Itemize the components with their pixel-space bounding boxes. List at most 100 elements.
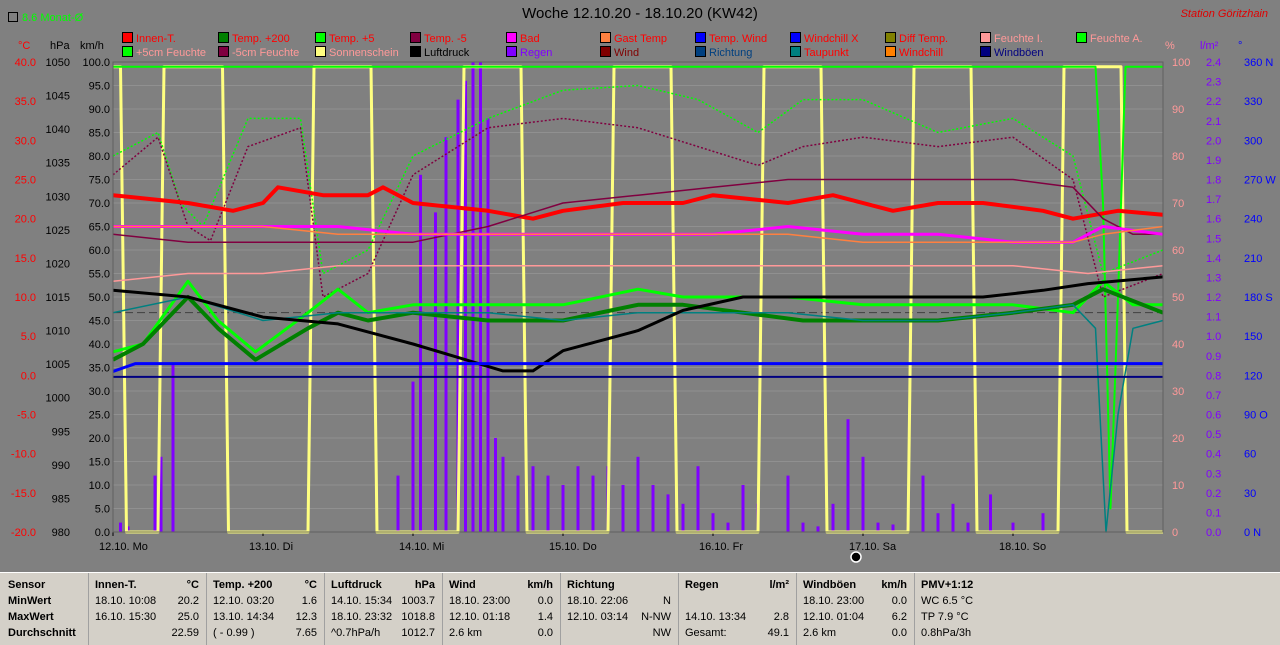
cell-label: 14.10. 13:34 — [685, 611, 747, 623]
temp-axis-unit: °C — [18, 40, 31, 52]
rain-bar — [576, 466, 580, 532]
cell-label: 12.10. 01:18 — [449, 611, 511, 623]
cell-label: 16.10. 15:30 — [95, 611, 157, 623]
legend-label: Diff Temp. — [899, 33, 949, 45]
series-line — [112, 362, 1163, 373]
series-line — [112, 185, 1164, 221]
hpa-tick-label: 1050 — [46, 57, 70, 69]
cell-label: 2.6 km — [449, 627, 483, 639]
legend-swatch — [790, 32, 801, 43]
legend-label: Bad — [520, 33, 540, 45]
row-label: MaxWert — [8, 611, 54, 623]
lm2-tick-label: 0.4 — [1206, 449, 1221, 461]
column-unit: °C — [186, 579, 199, 591]
cell-label: 13.10. 14:34 — [213, 611, 275, 623]
column-unit: °C — [304, 579, 317, 591]
cell-label: 12.10. 01:04 — [803, 611, 865, 623]
cell-value: 0.0 — [537, 595, 553, 607]
table-column: Richtung 18.10. 22:06 N 12.10. 03:14 N-NW NW — [560, 573, 677, 645]
column-unit: km/h — [527, 579, 553, 591]
temp-tick-label: 25.0 — [15, 175, 36, 187]
dir-tick-label: 150 — [1244, 331, 1262, 343]
temp-tick-label: 0.0 — [21, 370, 36, 382]
cell-value: 6.2 — [891, 611, 907, 623]
kmh-tick-label: 30.0 — [89, 386, 110, 398]
rain-bar — [486, 118, 490, 533]
cell-value: N-NW — [641, 611, 671, 623]
cell-label: 12.10. 03:14 — [567, 611, 629, 623]
lm2-tick-label: 2.3 — [1206, 77, 1221, 89]
plot-frame — [112, 61, 1164, 533]
x-tick-label: 15.10. Do — [549, 541, 597, 553]
kmh-tick-label: 10.0 — [89, 480, 110, 492]
rain-bar — [696, 466, 700, 532]
dir-tick-label: 60 — [1244, 449, 1256, 461]
row-label: Durchschnitt — [8, 627, 76, 639]
rain-bar — [464, 80, 467, 533]
lm2-tick-label: 1.1 — [1206, 312, 1221, 324]
rain-bar — [891, 524, 895, 532]
pct-tick-label: 50 — [1172, 292, 1184, 304]
legend-swatch — [600, 46, 611, 57]
rain-bar — [951, 503, 955, 532]
hpa-tick-label: 1020 — [46, 258, 70, 270]
pct-tick-label: 60 — [1172, 245, 1184, 257]
legend-label: Wind — [614, 47, 640, 59]
temp-tick-label: 35.0 — [15, 96, 36, 108]
cell-value: 0.0 — [537, 627, 553, 639]
rain-bar — [936, 513, 940, 532]
cell-value: 1.6 — [301, 595, 317, 607]
series-line — [113, 65, 1163, 510]
rain-bar — [711, 513, 715, 532]
kmh-tick-label: 75.0 — [89, 175, 110, 187]
lm2-tick-label: 2.4 — [1206, 57, 1221, 69]
hpa-tick-label: 1040 — [46, 124, 70, 136]
legend-item: Feuchte I. — [980, 32, 1043, 45]
table-column: Regen l/m² 14.10. 13:34 2.8 Gesamt: 49.1 — [678, 573, 795, 645]
row-label: MinWert — [8, 595, 52, 607]
cell-label: TP 7.9 °C — [921, 611, 969, 623]
lm2-tick-label: 1.6 — [1206, 214, 1221, 226]
rain-bar — [966, 522, 970, 532]
dir-tick-label: 180 S — [1244, 292, 1273, 304]
series-line — [112, 178, 1163, 243]
record-marker — [850, 551, 862, 563]
legend-item: Gast Temp — [600, 32, 667, 45]
rain-bar — [159, 456, 163, 532]
hpa-tick-label: 1000 — [46, 393, 70, 405]
legend-item: Windchill X — [790, 32, 858, 45]
column-title: Regen — [685, 579, 719, 591]
dir-tick-label: 300 — [1244, 135, 1262, 147]
kmh-tick-label: 45.0 — [89, 316, 110, 328]
kmh-tick-label: 95.0 — [89, 81, 110, 93]
temp-tick-label: -5.0 — [17, 410, 36, 422]
cell-label: WC 6.5 °C — [921, 595, 974, 607]
lm2-tick-label: 2.1 — [1206, 116, 1221, 128]
kmh-tick-label: 90.0 — [89, 104, 110, 116]
temp-tick-label: 15.0 — [15, 253, 36, 265]
cell-label: ( - 0.99 ) — [213, 627, 255, 639]
lm2-tick-label: 1.9 — [1206, 155, 1221, 167]
dir-tick-label: 240 — [1244, 214, 1262, 226]
legend-swatch — [506, 32, 517, 43]
rain-bar — [153, 475, 157, 532]
hpa-tick-label: 1010 — [46, 326, 70, 338]
legend-swatch — [790, 46, 801, 57]
kmh-tick-label: 85.0 — [89, 128, 110, 140]
cell-value: 1018.8 — [401, 611, 435, 623]
table-column: Temp. +200 °C 12.10. 03:20 1.6 13.10. 14:34 1… — [206, 573, 323, 645]
lm2-tick-label: 2.2 — [1206, 96, 1221, 108]
legend-label: Innen-T. — [136, 33, 176, 45]
rain-bar — [396, 475, 400, 532]
rain-bar — [989, 494, 992, 532]
legend-label: Feuchte I. — [994, 33, 1043, 45]
series-line — [112, 84, 1164, 275]
row-label: Sensor — [8, 579, 46, 591]
kmh-tick-label: 35.0 — [89, 363, 110, 375]
cell-label: 14.10. 15:34 — [331, 595, 393, 607]
temp-tick-label: -15.0 — [11, 488, 36, 500]
legend-swatch — [315, 46, 326, 57]
legend-item: Luftdruck — [410, 46, 469, 59]
legend-item: -5cm Feuchte — [218, 46, 299, 59]
legend-item: Diff Temp. — [885, 32, 948, 45]
